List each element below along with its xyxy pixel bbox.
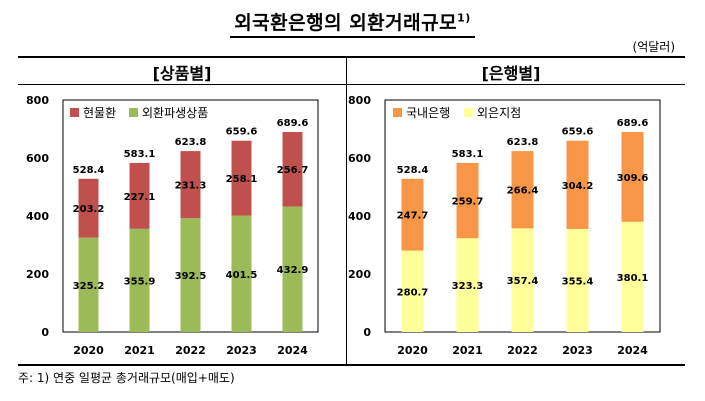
panel-divider (346, 57, 347, 364)
bar-segment (231, 140, 252, 216)
x-tick-label: 2024 (617, 344, 648, 357)
table-header-rule (18, 84, 685, 85)
data-label: 323.3 (452, 281, 484, 292)
legend-label: 외환파생상품 (142, 106, 208, 120)
total-label: 689.6 (617, 118, 649, 129)
product-chart: 0 200 400 600 800 325.2 203.2 528.4 2020 355.9 227… (26, 94, 319, 357)
data-label: 401.5 (226, 270, 258, 281)
bar-segment (401, 250, 424, 332)
bar-segment (78, 178, 99, 238)
legend-label: 외은지점 (477, 106, 521, 120)
y-tick-label: 400 (348, 210, 371, 223)
data-label: 355.4 (562, 276, 594, 287)
bar-segment (78, 237, 99, 332)
total-label: 659.6 (226, 127, 258, 138)
legend-swatch (129, 108, 138, 117)
bar-segment (231, 215, 252, 332)
x-tick-label: 2023 (226, 344, 257, 357)
total-label: 623.8 (175, 137, 207, 148)
bar-segment (282, 132, 303, 207)
data-label: 266.4 (507, 186, 539, 197)
data-label: 247.7 (397, 211, 429, 222)
total-label: 528.4 (73, 165, 105, 176)
bar-segment (621, 131, 644, 222)
data-label: 256.7 (277, 165, 309, 176)
x-tick-label: 2024 (277, 344, 308, 357)
data-label: 355.9 (124, 276, 156, 287)
total-label: 583.1 (124, 149, 156, 160)
bank-chart: 0 200 400 600 800 280.7 247.7 528.4 2020 323.3 259… (348, 94, 661, 357)
legend-label: 국내은행 (406, 105, 450, 120)
x-tick-label: 2022 (175, 344, 206, 357)
panel-title-bank: [은행별] (481, 64, 541, 83)
y-tick-label: 0 (363, 326, 371, 339)
bar-segment (511, 151, 534, 229)
y-tick-label: 0 (41, 326, 49, 339)
total-label: 583.1 (452, 149, 484, 160)
bar-segment (566, 228, 589, 332)
bar-segment (456, 162, 479, 239)
data-label: 432.9 (277, 265, 309, 276)
footnote: 주: 1) 연중 일평균 총거래규모(매입+매도) (18, 371, 235, 385)
data-label: 258.1 (226, 174, 258, 185)
bar-segment (180, 218, 201, 332)
bar-segment (621, 221, 644, 332)
page-title: 외국환은행의 외환거래규모1) (0, 8, 705, 38)
bar-segment (129, 228, 150, 332)
data-label: 203.2 (73, 204, 105, 215)
y-tick-label: 200 (26, 268, 49, 281)
table-bottom-rule (18, 364, 685, 366)
legend-swatch (393, 108, 402, 117)
x-tick-label: 2022 (507, 344, 538, 357)
y-tick-label: 800 (348, 94, 371, 107)
data-label: 227.1 (124, 192, 156, 203)
data-label: 357.4 (507, 276, 539, 287)
total-label: 689.6 (277, 118, 309, 129)
x-tick-label: 2021 (452, 344, 483, 357)
bar-segment (511, 228, 534, 332)
data-label: 309.6 (617, 173, 649, 184)
legend-swatch (70, 108, 79, 117)
x-tick-label: 2020 (73, 344, 104, 357)
bar-segment (566, 140, 589, 229)
title-text: 외국환은행의 외환거래규모 (234, 12, 458, 34)
legend-swatch (464, 108, 473, 117)
y-tick-label: 200 (348, 268, 371, 281)
bar-segment (180, 151, 201, 219)
bar-segment (282, 206, 303, 332)
title-footnote-mark: 1) (457, 11, 471, 25)
total-label: 659.6 (562, 127, 594, 138)
data-label: 259.7 (452, 197, 484, 208)
table-top-rule (18, 56, 685, 58)
y-tick-label: 400 (26, 210, 49, 223)
total-label: 528.4 (397, 165, 429, 176)
data-label: 392.5 (175, 271, 207, 282)
data-label: 380.1 (617, 273, 649, 284)
data-label: 231.3 (175, 181, 207, 192)
data-label: 304.2 (562, 181, 594, 192)
y-tick-label: 800 (26, 94, 49, 107)
y-tick-label: 600 (348, 152, 371, 165)
bar-segment (401, 178, 424, 251)
x-tick-label: 2020 (397, 344, 428, 357)
x-tick-label: 2021 (124, 344, 155, 357)
y-tick-label: 600 (26, 152, 49, 165)
title-block: 외국환은행의 외환거래규모1) (230, 8, 475, 38)
unit-label: (억달러) (632, 40, 675, 54)
data-label: 325.2 (73, 281, 105, 292)
total-label: 623.8 (507, 137, 539, 148)
data-label: 280.7 (397, 287, 429, 298)
bar-segment (129, 162, 150, 229)
legend-label: 현물환 (83, 106, 116, 120)
bar-segment (456, 238, 479, 332)
x-tick-label: 2023 (562, 344, 593, 357)
panel-title-product: [상품별] (152, 64, 212, 83)
